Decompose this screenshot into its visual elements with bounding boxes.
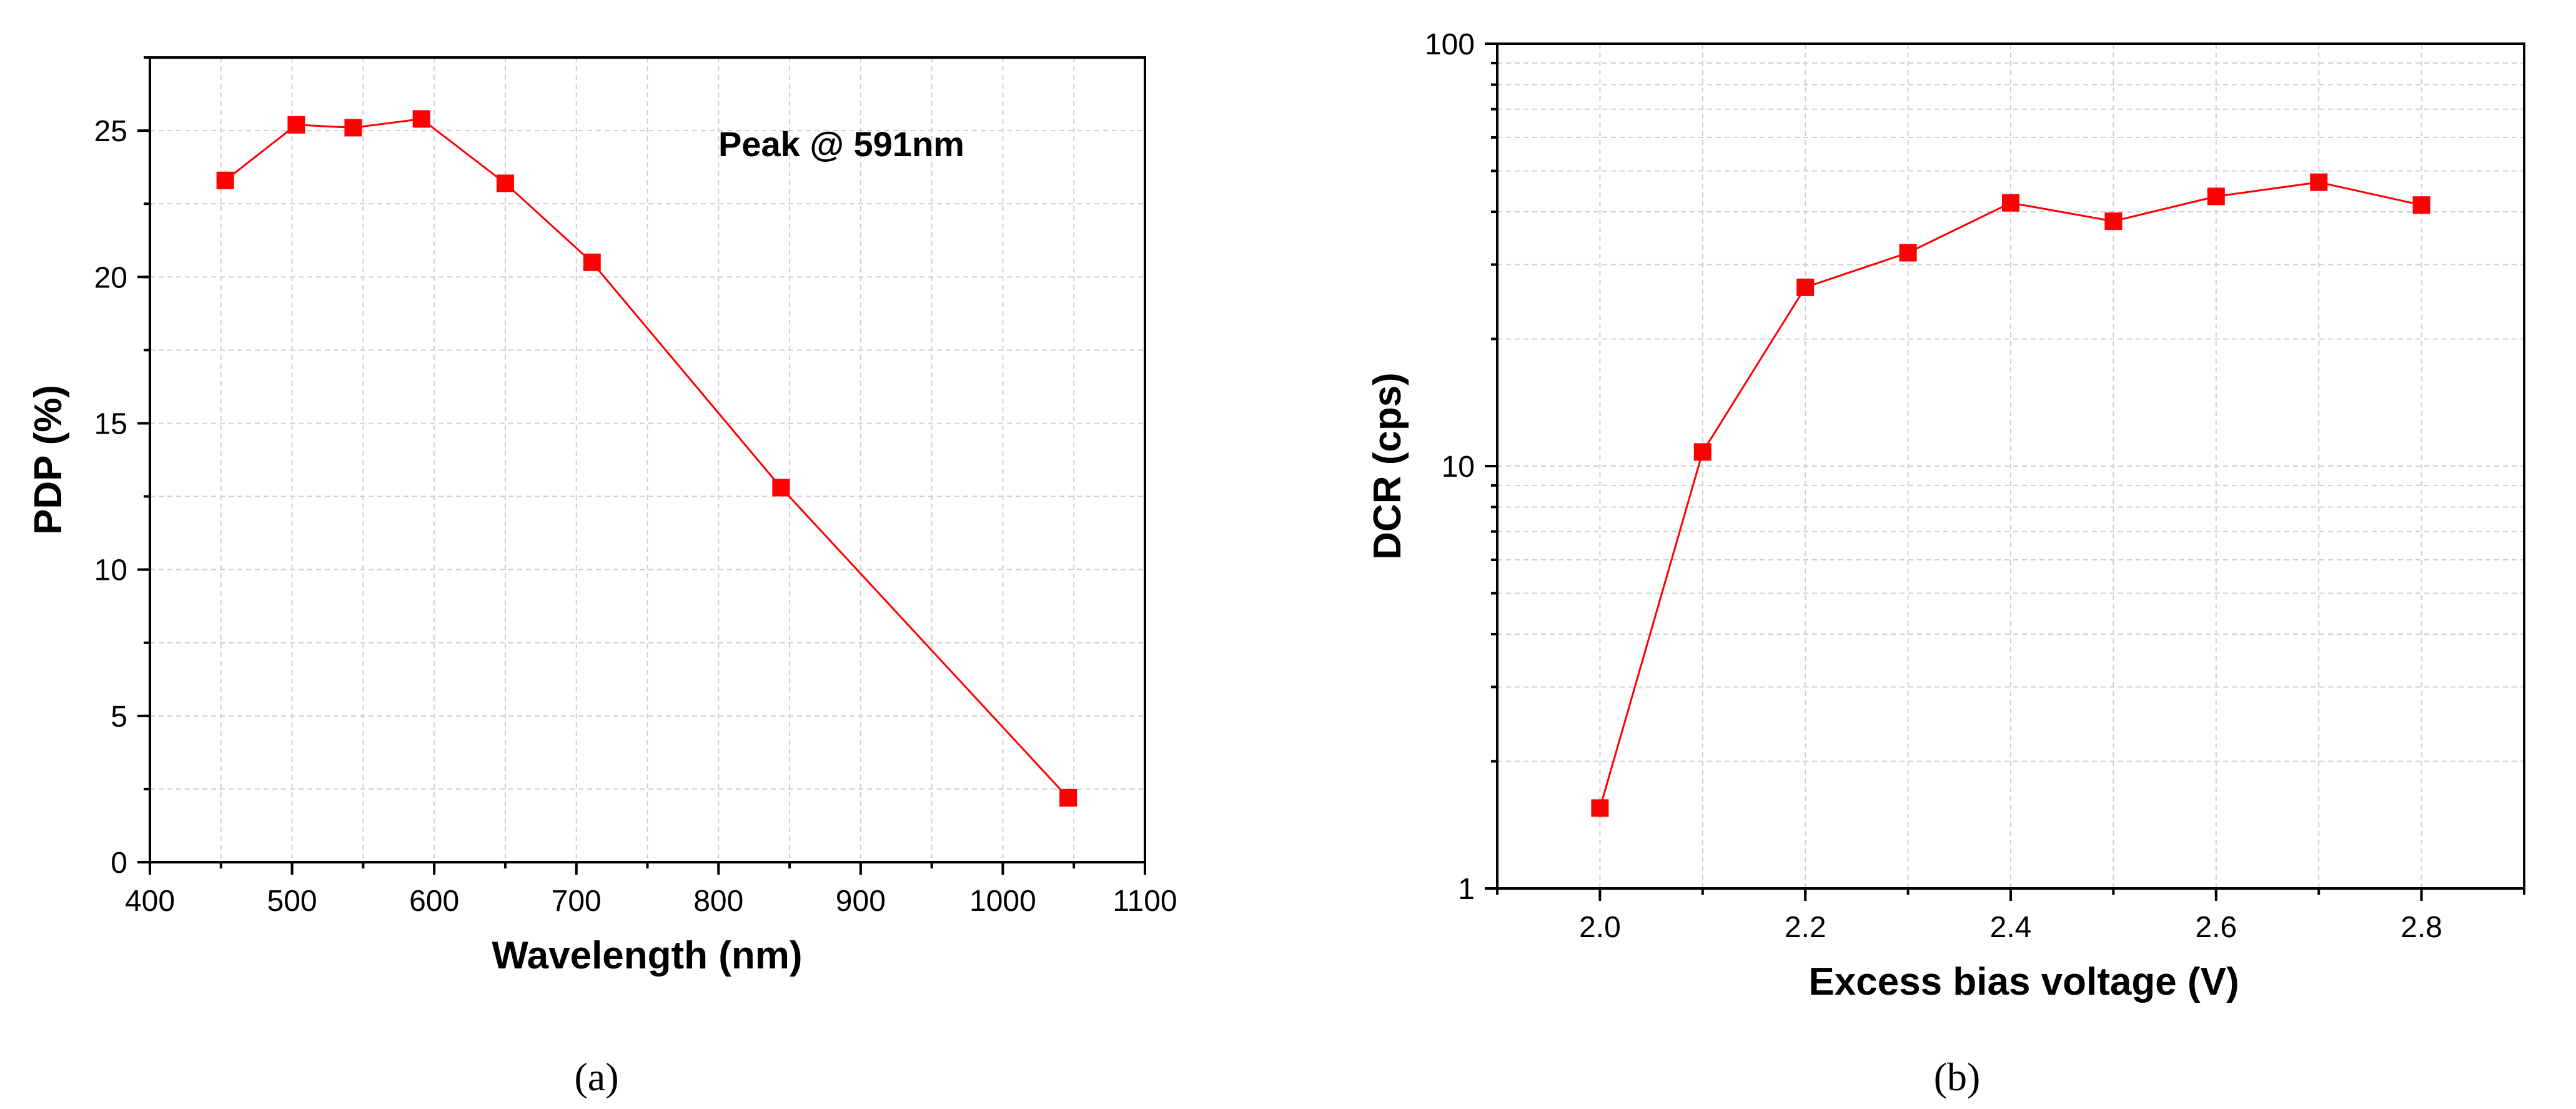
- y-tick-label: 1: [1458, 873, 1475, 906]
- data-point-marker: [2104, 212, 2123, 231]
- panel-a-series-line: [224, 117, 1069, 798]
- panel-b-grid: [1497, 44, 2524, 888]
- x-tick-label: 600: [409, 885, 459, 918]
- data-point-marker: [1796, 278, 1815, 296]
- panel-a-annotation: Peak @ 591nm: [718, 124, 964, 164]
- data-point-marker: [1591, 799, 1609, 817]
- x-tick-label: 700: [552, 885, 602, 918]
- y-tick-label: 5: [111, 700, 127, 734]
- panel-b-x-tick-labels: 2.0 2.2 2.4 2.6 2.8: [1579, 911, 2442, 944]
- panel-a-y-axis-title: PDP (%): [27, 385, 70, 535]
- data-point-marker: [2412, 196, 2430, 214]
- panel-a-caption: (a): [574, 1055, 618, 1099]
- y-tick-label: 100: [1425, 28, 1475, 61]
- data-point-marker: [344, 119, 362, 137]
- x-tick-label: 900: [836, 885, 886, 918]
- data-point-marker: [772, 479, 790, 497]
- x-tick-label: 800: [693, 885, 743, 918]
- x-tick-label: 1100: [1112, 885, 1177, 918]
- panel-b-y-axis-title: DCR (cps): [1366, 372, 1409, 560]
- x-tick-label: 400: [125, 885, 175, 918]
- data-point-marker: [583, 253, 601, 271]
- x-tick-label: 1000: [969, 885, 1036, 918]
- data-point-marker: [1693, 443, 1712, 461]
- data-point-marker: [216, 171, 234, 189]
- data-point-marker: [412, 110, 430, 128]
- panel-b-caption: (b): [1934, 1055, 1981, 1099]
- panel-a-x-tick-labels: 400 500 600 700 800 900 1000 1100: [125, 885, 1177, 918]
- x-tick-label: 2.4: [1990, 911, 2032, 944]
- panel-a-grid: [150, 57, 1145, 862]
- y-tick-label: 15: [94, 407, 127, 440]
- data-point-marker: [1899, 244, 1917, 262]
- x-tick-label: 2.6: [2195, 911, 2237, 944]
- panel-a-pdp-chart: 400 500 600 700 800 900 1000 1100 0 5 10 15 20 25 Pe…: [27, 56, 1177, 1099]
- panel-b-ticks: [1485, 42, 2525, 901]
- data-point-marker: [1059, 788, 1077, 807]
- data-point-marker: [2002, 194, 2019, 212]
- y-tick-label: 10: [94, 554, 127, 587]
- y-tick-label: 25: [94, 115, 127, 148]
- x-tick-label: 2.0: [1579, 911, 1621, 944]
- panel-a-markers: [216, 110, 1077, 807]
- x-tick-label: 2.2: [1785, 911, 1826, 944]
- panel-a-y-tick-labels: 0 5 10 15 20 25: [94, 115, 127, 880]
- panel-b-dcr-chart: 2.0 2.2 2.4 2.6 2.8 1 10 100 Excess bias volta…: [1366, 28, 2525, 1099]
- panel-a-x-axis-title: Wavelength (nm): [492, 934, 802, 977]
- y-tick-label: 10: [1442, 450, 1475, 484]
- x-tick-label: 500: [267, 885, 317, 918]
- data-point-marker: [496, 174, 514, 192]
- y-tick-label: 0: [111, 847, 127, 880]
- panel-a-ticks: [137, 56, 1146, 875]
- data-point-marker: [287, 116, 305, 134]
- panel-b-y-tick-labels: 1 10 100: [1425, 28, 1475, 906]
- data-point-marker: [2207, 187, 2225, 206]
- y-tick-label: 20: [94, 261, 127, 294]
- panel-b-x-axis-title: Excess bias voltage (V): [1808, 960, 2239, 1003]
- data-point-marker: [2310, 173, 2328, 191]
- x-tick-label: 2.8: [2400, 911, 2442, 944]
- panel-b-markers: [1591, 173, 2430, 817]
